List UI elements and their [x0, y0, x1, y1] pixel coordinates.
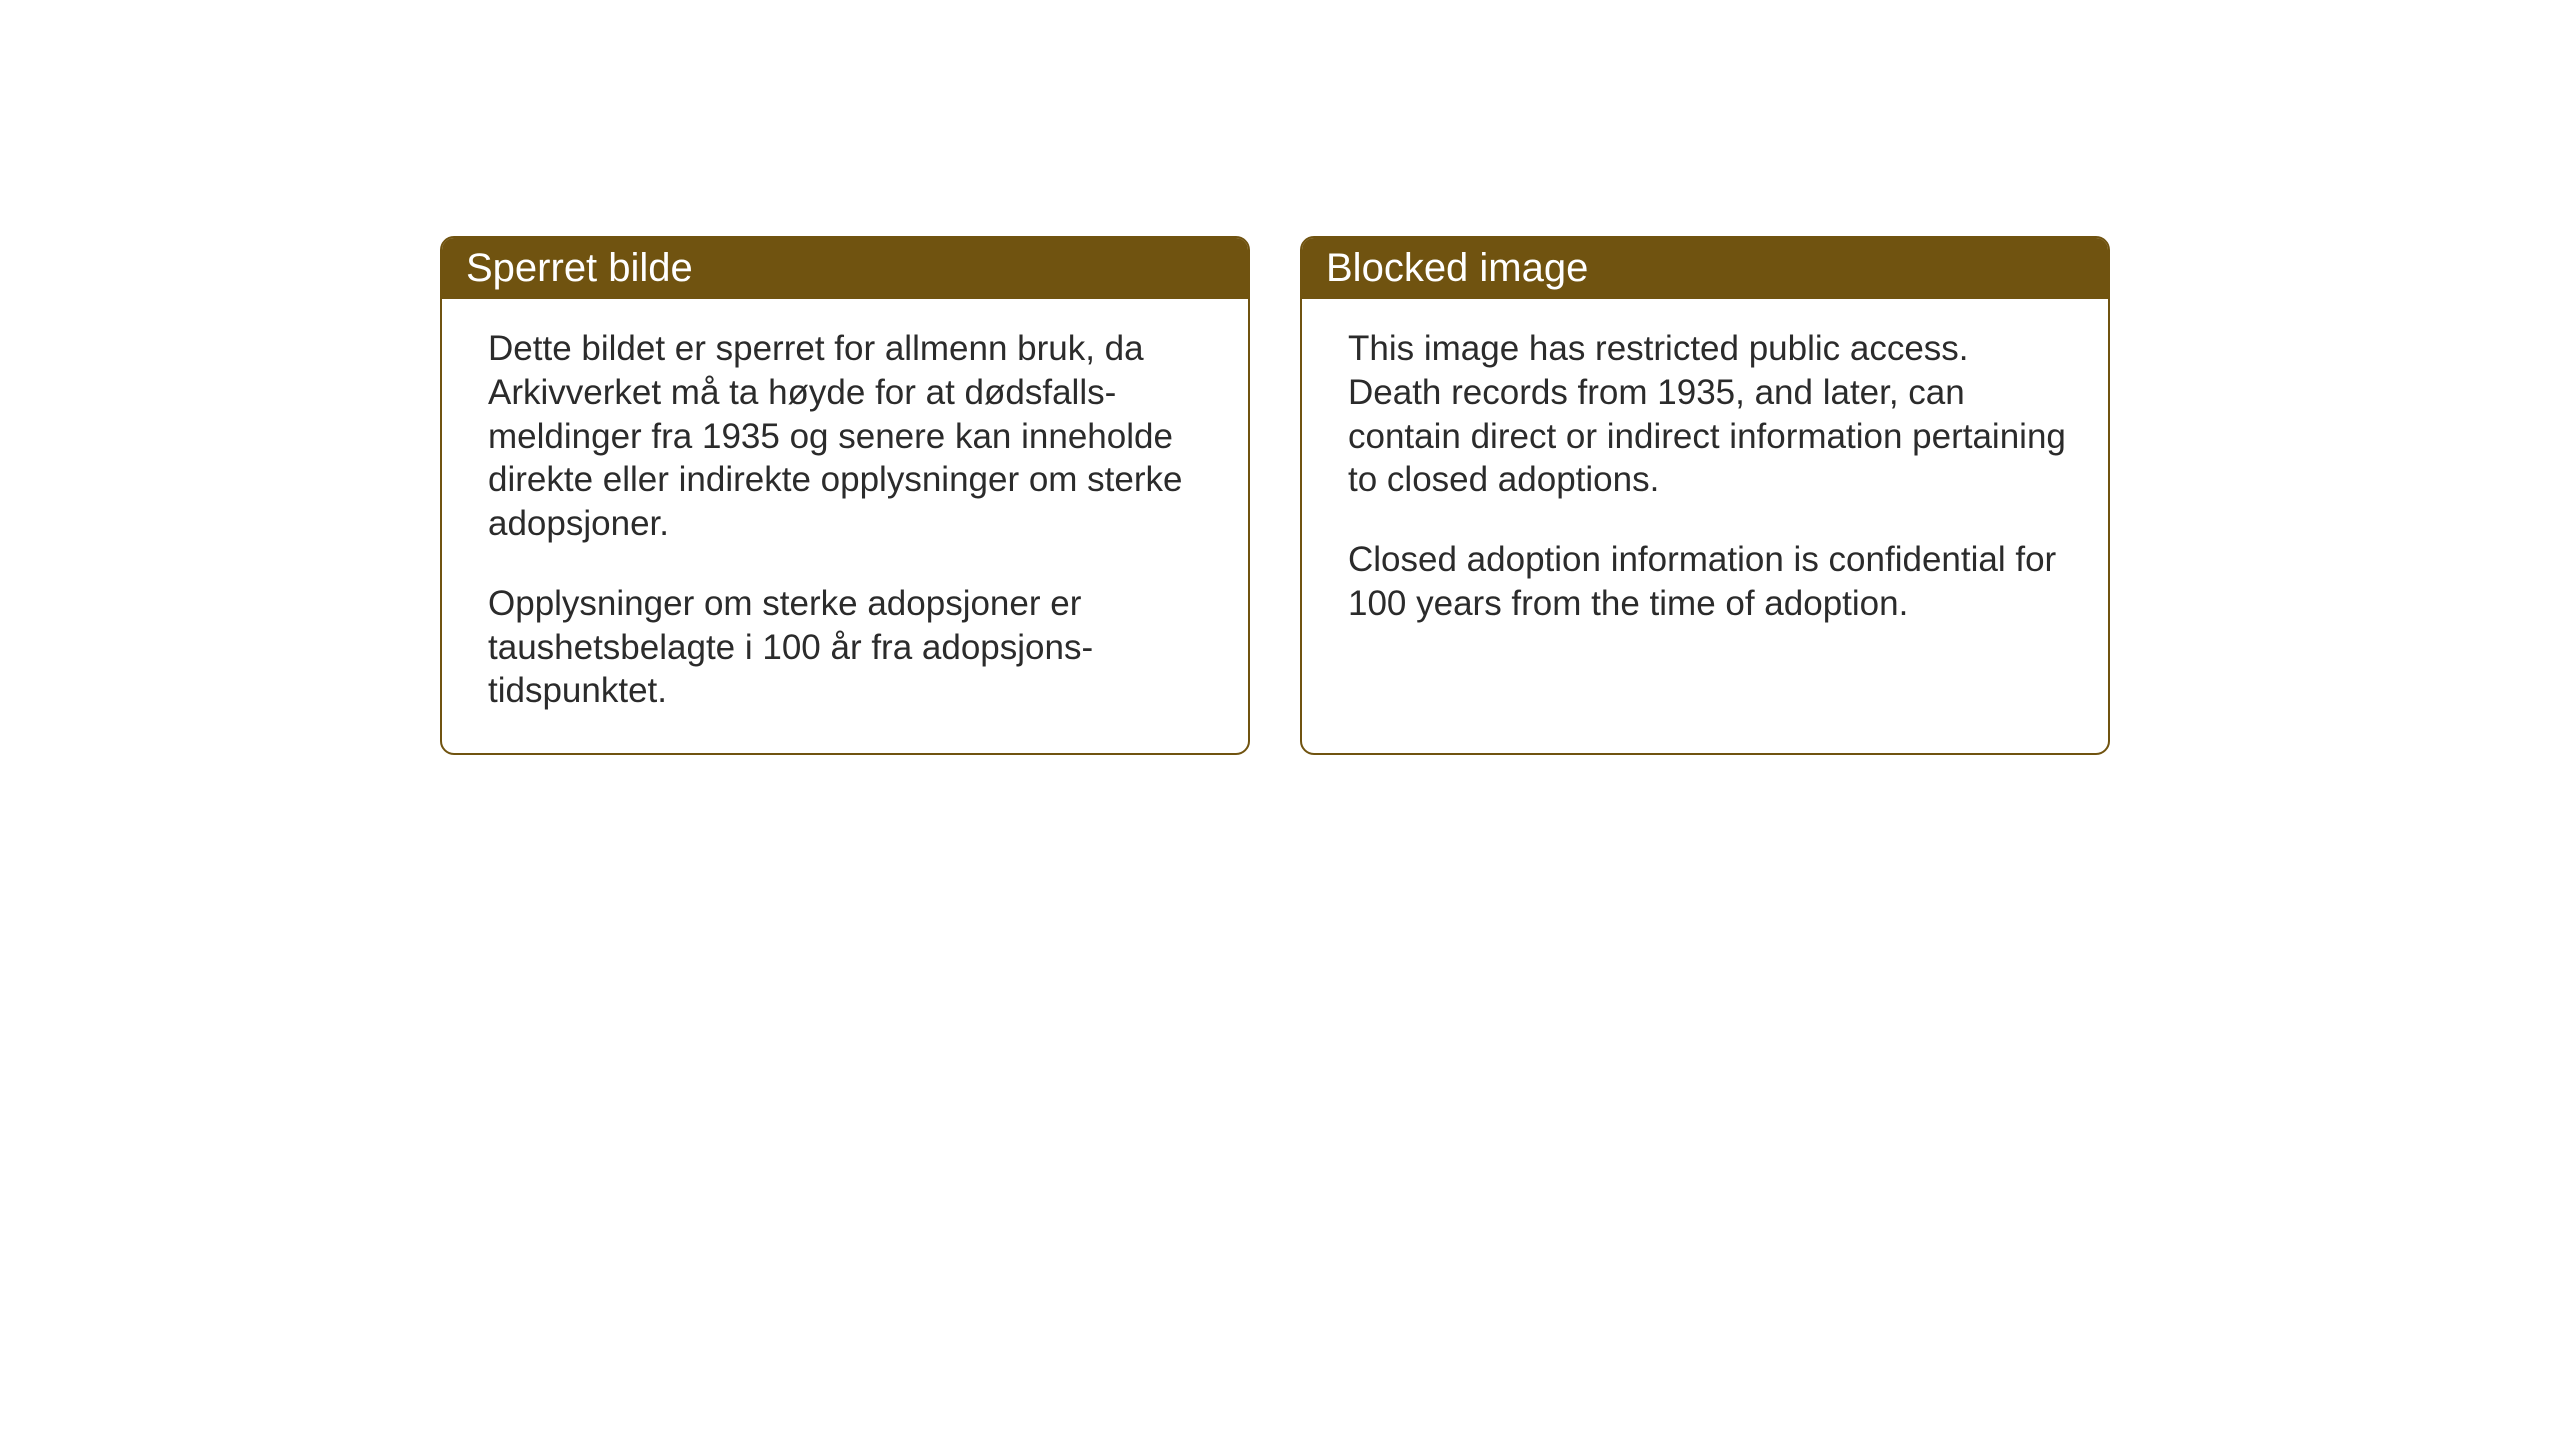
card-title-norwegian: Sperret bilde	[466, 246, 693, 290]
card-paragraph-2-norwegian: Opplysninger om sterke adopsjoner er tau…	[488, 582, 1210, 713]
card-paragraph-2-english: Closed adoption information is confident…	[1348, 538, 2070, 626]
card-title-english: Blocked image	[1326, 246, 1588, 290]
card-english: Blocked image This image has restricted …	[1300, 236, 2110, 755]
card-paragraph-1-norwegian: Dette bildet er sperret for allmenn bruk…	[488, 327, 1210, 546]
card-header-norwegian: Sperret bilde	[442, 238, 1248, 299]
card-norwegian: Sperret bilde Dette bildet er sperret fo…	[440, 236, 1250, 755]
card-paragraph-1-english: This image has restricted public access.…	[1348, 327, 2070, 502]
card-body-norwegian: Dette bildet er sperret for allmenn bruk…	[442, 299, 1248, 753]
card-header-english: Blocked image	[1302, 238, 2108, 299]
cards-container: Sperret bilde Dette bildet er sperret fo…	[440, 236, 2110, 755]
card-body-english: This image has restricted public access.…	[1302, 299, 2108, 666]
